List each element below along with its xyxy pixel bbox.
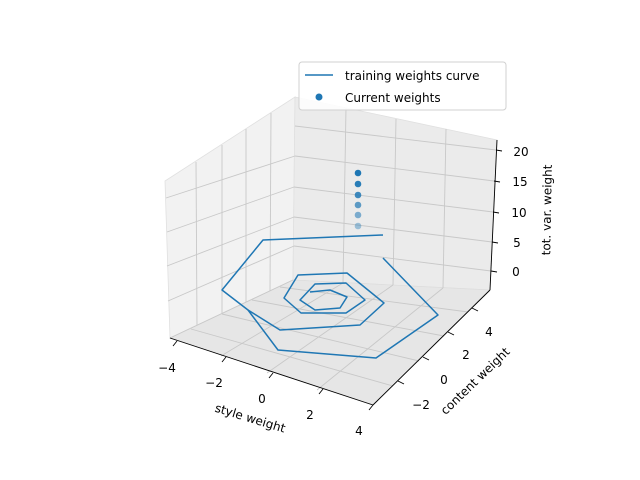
z-axis-line — [489, 139, 498, 291]
floor-grid-x1 — [169, 279, 294, 339]
z-tick-label: 0 — [512, 265, 520, 279]
data-layer — [221, 169, 439, 359]
legend: training weights curve Current weights — [298, 61, 507, 111]
x-tick-label: 4 — [355, 424, 363, 438]
z-tick-mark — [492, 211, 500, 214]
legend-dot-swatch — [315, 93, 323, 101]
x-tick-mark — [268, 372, 274, 379]
y-axis-line — [372, 289, 491, 406]
z-tick-mark — [491, 241, 499, 244]
back-grid-v2 — [392, 118, 397, 286]
x-axis-line — [169, 337, 374, 406]
left-grid-h1 — [167, 245, 295, 302]
current-weight-point — [354, 222, 362, 230]
training-curve-spiral — [247, 272, 385, 331]
z-tick-label: 10 — [511, 206, 526, 220]
floor-grid-x2 — [220, 282, 344, 357]
current-weight-point — [354, 201, 362, 209]
z-tick-label: 15 — [512, 175, 527, 189]
left-grid-h4 — [165, 155, 296, 199]
left-grid-v4 — [269, 112, 272, 292]
back-grid-h5 — [294, 125, 497, 151]
y-tick-mark — [471, 307, 479, 312]
tick-labels: −4 −2 0 2 4 −2 0 2 4 0 5 10 15 20 — [158, 145, 528, 438]
z-tick-mark — [490, 270, 498, 273]
current-weight-point — [354, 169, 362, 177]
back-grid-v1 — [342, 107, 347, 284]
back-grid-h1 — [293, 245, 492, 272]
back-grid-h3 — [293, 186, 494, 213]
x-tick-mark — [318, 388, 324, 395]
x-tick-label: 0 — [258, 392, 266, 406]
floor-grid-x4 — [316, 287, 444, 391]
back-grid-h4 — [294, 155, 495, 182]
z-tick-mark — [493, 180, 501, 183]
back-grid-v3 — [442, 128, 447, 289]
x-tick-label: 2 — [306, 408, 314, 422]
x-tick-mark — [368, 404, 374, 411]
left-grid-v1 — [195, 161, 198, 326]
legend-box — [298, 61, 507, 111]
x-tick-mark — [172, 340, 178, 347]
back-grid-h2 — [293, 216, 493, 243]
y-tick-mark — [447, 331, 455, 336]
x-tick-mark — [221, 356, 227, 363]
y-tick-mark — [397, 380, 405, 385]
current-weight-point — [354, 180, 362, 188]
legend-label-current: Current weights — [345, 91, 441, 105]
current-weight-point — [354, 191, 362, 199]
y-axis-label: content weight — [438, 345, 513, 418]
y-tick-label: 0 — [440, 373, 448, 387]
x-tick-label: −2 — [205, 376, 223, 390]
floor-grid-y1 — [190, 328, 394, 387]
z-tick-label: 20 — [513, 145, 528, 159]
z-axis-label: tot. var. weight — [539, 164, 555, 255]
axes — [169, 139, 498, 406]
floor-grid-y2 — [221, 313, 420, 362]
y-tick-label: 4 — [485, 325, 493, 339]
z-tick-label: 5 — [513, 236, 521, 250]
training-curve-outer — [221, 234, 439, 359]
current-weight-point — [354, 211, 362, 219]
left-grid-h3 — [166, 186, 295, 233]
floor-grid-y3 — [251, 299, 445, 337]
y-tick-label: −2 — [412, 398, 430, 412]
y-tick-label: 2 — [462, 348, 470, 362]
y-tick-mark — [422, 356, 430, 361]
x-axis-label: style weight — [213, 401, 287, 436]
legend-label-curve: training weights curve — [345, 69, 479, 83]
tick-marks — [172, 149, 503, 411]
left-grid-h2 — [166, 216, 295, 267]
z-tick-mark — [495, 149, 503, 152]
x-tick-label: −4 — [158, 361, 176, 375]
